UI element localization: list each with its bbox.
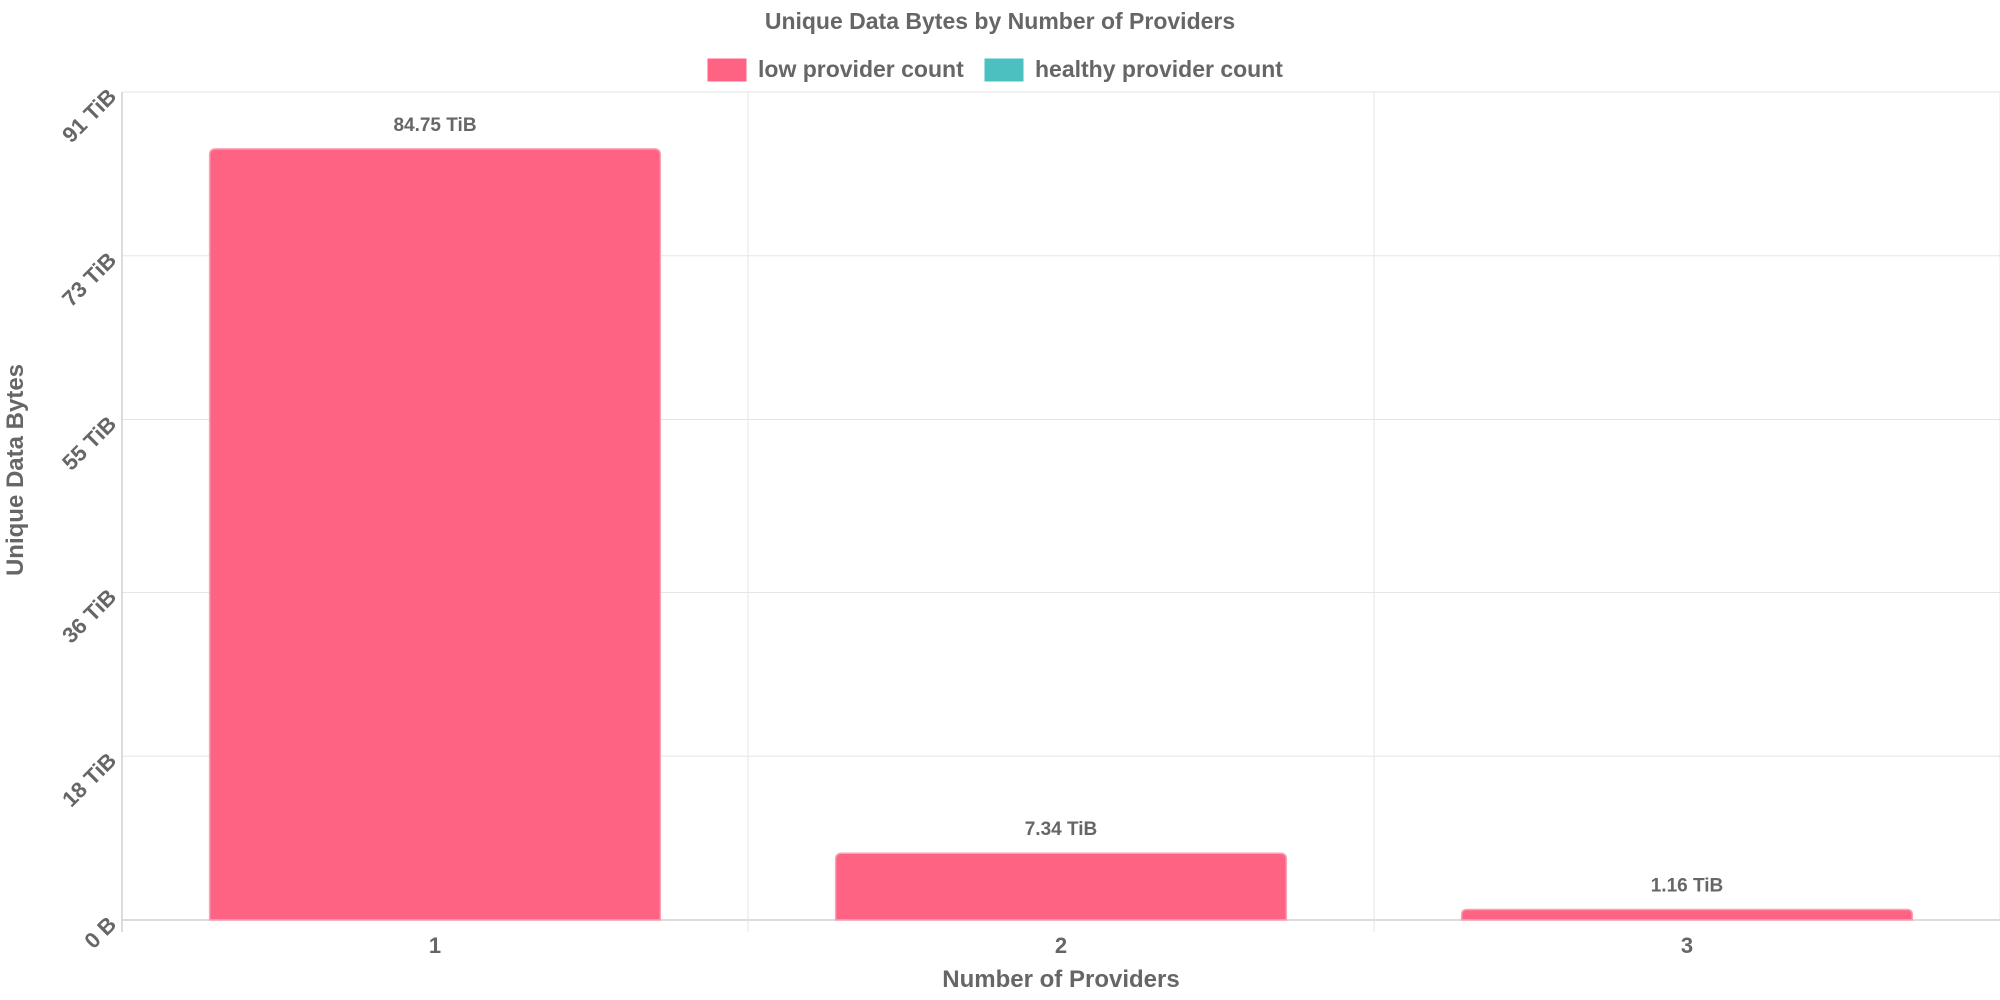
x-tick-label: 2 [1055,933,1067,958]
bar-3[interactable] [1460,908,1914,921]
x-axis-title: Number of Providers [942,966,1179,993]
data-label: 7.34 TiB [1025,819,1098,840]
bars [208,148,1914,921]
y-tick-label: 0 B [79,912,121,954]
x-tick-label: 3 [1681,933,1693,958]
y-tick-label: 18 TiB [57,748,121,812]
legend-swatch-healthy-provider-count [983,57,1025,83]
data-labels: 84.75 TiB 7.34 TiB 1.16 TiB [393,115,1723,897]
y-axis-title: Unique Data Bytes [2,364,29,576]
y-axis-ticks: 0 B 18 TiB 36 TiB 55 TiB 73 TiB 91 TiB [57,84,121,954]
data-label: 1.16 TiB [1651,875,1724,896]
y-tick-label: 91 TiB [57,84,121,148]
y-tick-label: 55 TiB [57,411,121,475]
legend-item-low-provider-count[interactable]: low provider count [706,56,964,83]
x-axis-ticks: 1 2 3 [429,933,1693,958]
y-tick-label: 36 TiB [57,584,121,648]
chart-title: Unique Data Bytes by Number of Providers [765,8,1235,34]
bar-2[interactable] [834,852,1288,921]
legend-item-healthy-provider-count[interactable]: healthy provider count [983,56,1283,83]
data-label: 84.75 TiB [393,115,476,136]
bar-1[interactable] [208,148,662,921]
legend-label-low-provider-count: low provider count [758,56,964,82]
x-tick-label: 1 [429,933,441,958]
legend-label-healthy-provider-count: healthy provider count [1035,56,1283,82]
legend-swatch-low-provider-count [706,57,748,83]
legend[interactable]: low provider count healthy provider coun… [706,56,1283,83]
y-tick-label: 73 TiB [57,247,121,311]
